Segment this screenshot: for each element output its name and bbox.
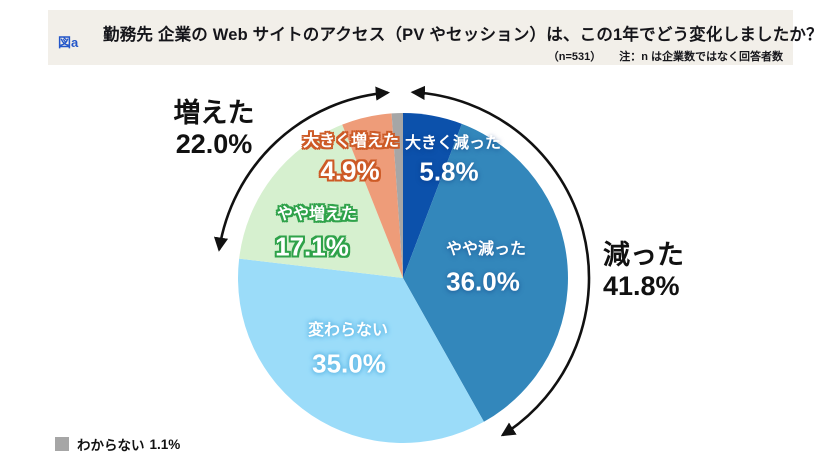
slice-label-yaya-fueta: やや増えた bbox=[276, 206, 358, 223]
annotation-decreased-value: 41.8% bbox=[603, 271, 680, 301]
annotation-decreased: 減った 41.8% bbox=[603, 240, 684, 302]
annotation-increased: 増えた 22.0% bbox=[160, 98, 268, 160]
increase-arc-arrow bbox=[213, 86, 391, 252]
legend-wakaranai: わからない 1.1% bbox=[55, 434, 180, 454]
annotation-increased-value: 22.0% bbox=[175, 129, 253, 159]
figure-label: 図a bbox=[58, 35, 79, 50]
annotation-increased-label: 増えた bbox=[173, 98, 255, 128]
legend-label: わからない bbox=[77, 438, 145, 453]
slice-label-kawaranai: 変わらない bbox=[307, 322, 389, 339]
slice-label-yaya-hetta: やや減った bbox=[445, 241, 527, 258]
annotation-decreased-label: 減った bbox=[603, 240, 684, 270]
pie-slice-5 bbox=[391, 112, 403, 278]
note-text: 注：n は企業数ではなく回答者数 bbox=[619, 51, 783, 63]
slice-label-okiku-fueta: 大きく増えた bbox=[302, 133, 400, 150]
slice-value-okiku-fueta: 4.9% bbox=[320, 155, 380, 186]
decrease-arc-arrow bbox=[410, 85, 591, 437]
slice-label-okiku-hetta: 大きく減った bbox=[404, 135, 502, 152]
legend-value: 1.1% bbox=[149, 436, 181, 452]
chart-title: 勤務先 企業の Web サイトのアクセス（PV やセッション）は、この1年でどう… bbox=[103, 26, 823, 44]
slice-value-yaya-hetta: 36.0% bbox=[446, 266, 520, 297]
header-band: 図a 勤務先 企業の Web サイトのアクセス（PV やセッション）は、この1年… bbox=[48, 10, 823, 65]
sample-note: （n=531） 注：n は企業数ではなく回答者数 bbox=[548, 48, 783, 64]
sample-size: （n=531） bbox=[547, 51, 602, 63]
slice-value-kawaranai: 35.0% bbox=[312, 348, 386, 379]
slice-value-okiku-hetta: 5.8% bbox=[419, 156, 479, 187]
slice-value-yaya-fueta: 17.1% bbox=[275, 231, 349, 262]
legend-swatch-gray bbox=[55, 437, 69, 451]
